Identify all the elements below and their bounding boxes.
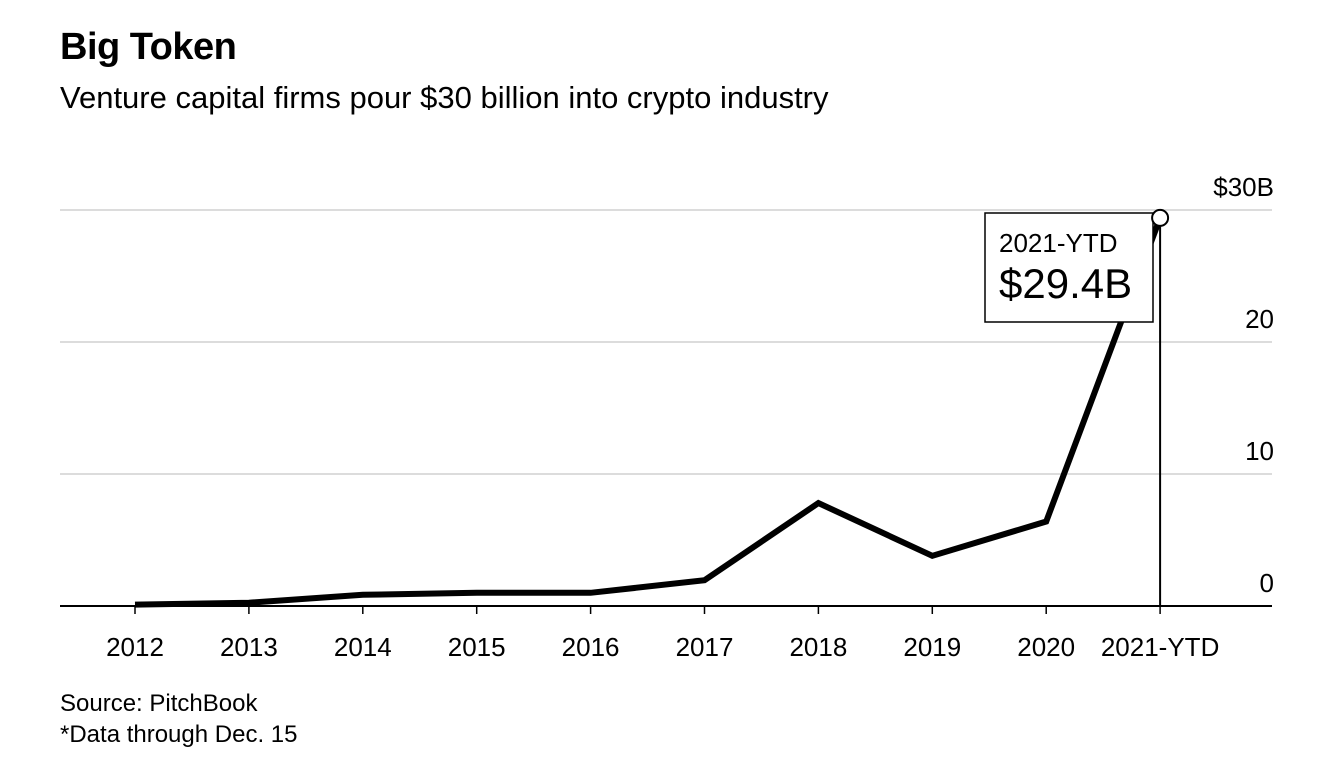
x-axis-ticks: 2012 2013 2014 2015 2016 2017 2018 2019 2020 2021…	[106, 606, 1219, 662]
x-tick-label: 2017	[676, 632, 734, 662]
source-note: Source: PitchBook	[60, 690, 258, 717]
chart-subtitle: Venture capital firms pour $30 billion i…	[60, 80, 829, 115]
y-tick-label: 20	[1245, 304, 1274, 334]
data-note: *Data through Dec. 15	[60, 721, 298, 748]
annotation-value: $29.4B	[999, 260, 1132, 307]
gridlines	[60, 209, 1272, 475]
x-tick-label: 2013	[220, 632, 278, 662]
x-tick-label: 2014	[334, 632, 392, 662]
x-tick-label: 2020	[1017, 632, 1075, 662]
x-tick-label: 2019	[903, 632, 961, 662]
x-tick-label: 2012	[106, 632, 164, 662]
highlight-point-marker	[1151, 208, 1170, 227]
series-line	[134, 216, 1163, 608]
chart-title: Big Token	[60, 26, 237, 68]
y-tick-label: $30B	[1213, 172, 1274, 202]
x-tick-label: 2018	[789, 632, 847, 662]
x-tick-label: 2016	[562, 632, 620, 662]
y-tick-label: 0	[1260, 568, 1274, 598]
y-axis-ticks: 0 10 20 $30B	[1213, 172, 1274, 598]
x-tick-label: 2015	[448, 632, 506, 662]
x-tick-label: 2021-YTD	[1101, 632, 1220, 662]
annotation-box-frame	[984, 212, 1154, 323]
annotation-box: 2021-YTD $29.4B	[984, 212, 1154, 323]
y-tick-label: 10	[1245, 436, 1274, 466]
annotation-label: 2021-YTD	[999, 228, 1118, 258]
